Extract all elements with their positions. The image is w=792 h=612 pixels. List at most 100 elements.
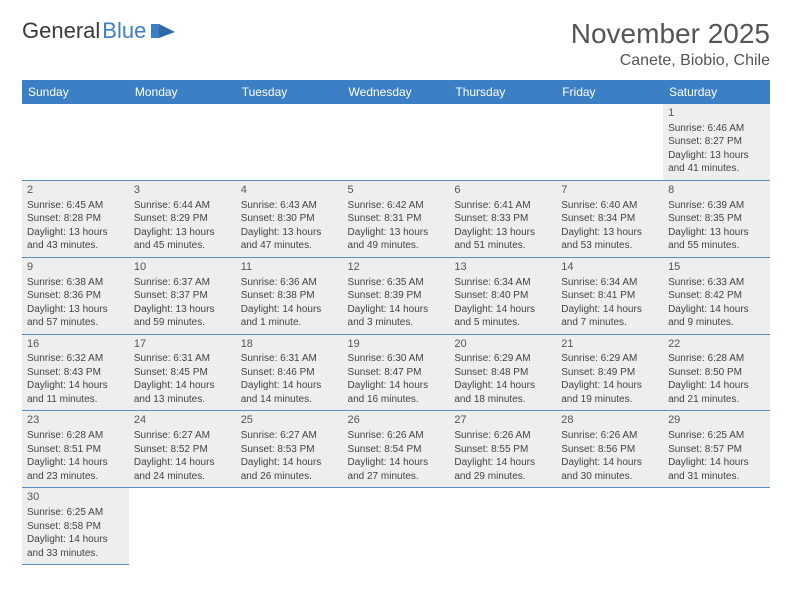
cell-line: Daylight: 14 hours (241, 456, 338, 470)
cell-line: Daylight: 13 hours (134, 303, 231, 317)
day-number: 26 (348, 413, 445, 428)
cell-line: Sunset: 8:51 PM (27, 443, 124, 457)
cell-line: and 55 minutes. (668, 239, 765, 253)
cell-line: and 47 minutes. (241, 239, 338, 253)
day-number: 14 (561, 260, 658, 275)
cell-line: Sunrise: 6:32 AM (27, 352, 124, 366)
logo-text-2: Blue (102, 18, 146, 44)
day-number: 17 (134, 337, 231, 352)
cell-line: Daylight: 14 hours (27, 379, 124, 393)
cell-line: Daylight: 14 hours (241, 379, 338, 393)
calendar-cell: 22Sunrise: 6:28 AMSunset: 8:50 PMDayligh… (663, 334, 770, 411)
calendar-row: 1Sunrise: 6:46 AMSunset: 8:27 PMDaylight… (22, 104, 770, 180)
cell-line: and 53 minutes. (561, 239, 658, 253)
cell-line: Sunrise: 6:34 AM (454, 276, 551, 290)
cell-line: Sunset: 8:38 PM (241, 289, 338, 303)
day-header: Monday (129, 80, 236, 104)
cell-line: Daylight: 14 hours (27, 456, 124, 470)
calendar-cell (236, 488, 343, 565)
cell-line: Sunrise: 6:39 AM (668, 199, 765, 213)
day-number: 9 (27, 260, 124, 275)
calendar-cell: 21Sunrise: 6:29 AMSunset: 8:49 PMDayligh… (556, 334, 663, 411)
day-header: Thursday (449, 80, 556, 104)
cell-line: Sunset: 8:50 PM (668, 366, 765, 380)
calendar-cell (129, 104, 236, 180)
calendar-cell: 18Sunrise: 6:31 AMSunset: 8:46 PMDayligh… (236, 334, 343, 411)
cell-line: and 7 minutes. (561, 316, 658, 330)
calendar-cell (449, 104, 556, 180)
cell-line: and 26 minutes. (241, 470, 338, 484)
cell-line: Sunrise: 6:25 AM (668, 429, 765, 443)
cell-line: Sunset: 8:40 PM (454, 289, 551, 303)
cell-line: and 14 minutes. (241, 393, 338, 407)
cell-line: Sunset: 8:54 PM (348, 443, 445, 457)
cell-line: Sunset: 8:39 PM (348, 289, 445, 303)
cell-line: and 31 minutes. (668, 470, 765, 484)
day-number: 21 (561, 337, 658, 352)
cell-line: and 57 minutes. (27, 316, 124, 330)
cell-line: Daylight: 13 hours (134, 226, 231, 240)
cell-line: Sunset: 8:41 PM (561, 289, 658, 303)
calendar-cell (236, 104, 343, 180)
day-number: 19 (348, 337, 445, 352)
calendar-cell (663, 488, 770, 565)
calendar-body: 1Sunrise: 6:46 AMSunset: 8:27 PMDaylight… (22, 104, 770, 565)
cell-line: Sunrise: 6:38 AM (27, 276, 124, 290)
cell-line: Sunrise: 6:31 AM (241, 352, 338, 366)
cell-line: Sunset: 8:53 PM (241, 443, 338, 457)
day-header: Sunday (22, 80, 129, 104)
day-number: 11 (241, 260, 338, 275)
cell-line: Daylight: 13 hours (561, 226, 658, 240)
logo-flag-icon (151, 22, 177, 40)
calendar-cell: 13Sunrise: 6:34 AMSunset: 8:40 PMDayligh… (449, 257, 556, 334)
calendar-cell (129, 488, 236, 565)
calendar-cell: 14Sunrise: 6:34 AMSunset: 8:41 PMDayligh… (556, 257, 663, 334)
cell-line: Sunset: 8:30 PM (241, 212, 338, 226)
day-number: 5 (348, 183, 445, 198)
month-title: November 2025 (571, 18, 770, 50)
day-header: Tuesday (236, 80, 343, 104)
calendar-row: 23Sunrise: 6:28 AMSunset: 8:51 PMDayligh… (22, 411, 770, 488)
calendar-cell (22, 104, 129, 180)
cell-line: Daylight: 14 hours (561, 379, 658, 393)
day-number: 12 (348, 260, 445, 275)
day-number: 2 (27, 183, 124, 198)
cell-line: Sunrise: 6:45 AM (27, 199, 124, 213)
cell-line: Daylight: 14 hours (668, 456, 765, 470)
cell-line: Daylight: 14 hours (454, 456, 551, 470)
cell-line: Sunset: 8:35 PM (668, 212, 765, 226)
cell-line: Daylight: 14 hours (348, 303, 445, 317)
cell-line: Daylight: 13 hours (27, 303, 124, 317)
day-number: 10 (134, 260, 231, 275)
day-header: Saturday (663, 80, 770, 104)
calendar-cell: 8Sunrise: 6:39 AMSunset: 8:35 PMDaylight… (663, 180, 770, 257)
calendar-cell: 30Sunrise: 6:25 AMSunset: 8:58 PMDayligh… (22, 488, 129, 565)
cell-line: Daylight: 14 hours (241, 303, 338, 317)
cell-line: Sunset: 8:56 PM (561, 443, 658, 457)
day-number: 8 (668, 183, 765, 198)
cell-line: Sunset: 8:29 PM (134, 212, 231, 226)
cell-line: Sunset: 8:34 PM (561, 212, 658, 226)
calendar-cell: 6Sunrise: 6:41 AMSunset: 8:33 PMDaylight… (449, 180, 556, 257)
cell-line: Daylight: 13 hours (668, 149, 765, 163)
cell-line: Sunrise: 6:31 AM (134, 352, 231, 366)
cell-line: and 24 minutes. (134, 470, 231, 484)
day-number: 15 (668, 260, 765, 275)
calendar-cell: 10Sunrise: 6:37 AMSunset: 8:37 PMDayligh… (129, 257, 236, 334)
cell-line: and 41 minutes. (668, 162, 765, 176)
cell-line: Sunset: 8:46 PM (241, 366, 338, 380)
calendar-cell (343, 488, 450, 565)
cell-line: Daylight: 13 hours (348, 226, 445, 240)
cell-line: and 23 minutes. (27, 470, 124, 484)
calendar-cell: 2Sunrise: 6:45 AMSunset: 8:28 PMDaylight… (22, 180, 129, 257)
cell-line: Daylight: 13 hours (454, 226, 551, 240)
cell-line: Daylight: 14 hours (134, 379, 231, 393)
day-number: 28 (561, 413, 658, 428)
cell-line: Sunset: 8:43 PM (27, 366, 124, 380)
calendar-cell: 19Sunrise: 6:30 AMSunset: 8:47 PMDayligh… (343, 334, 450, 411)
cell-line: Sunrise: 6:25 AM (27, 506, 124, 520)
cell-line: Sunrise: 6:29 AM (454, 352, 551, 366)
day-number: 27 (454, 413, 551, 428)
cell-line: Sunrise: 6:43 AM (241, 199, 338, 213)
cell-line: and 19 minutes. (561, 393, 658, 407)
